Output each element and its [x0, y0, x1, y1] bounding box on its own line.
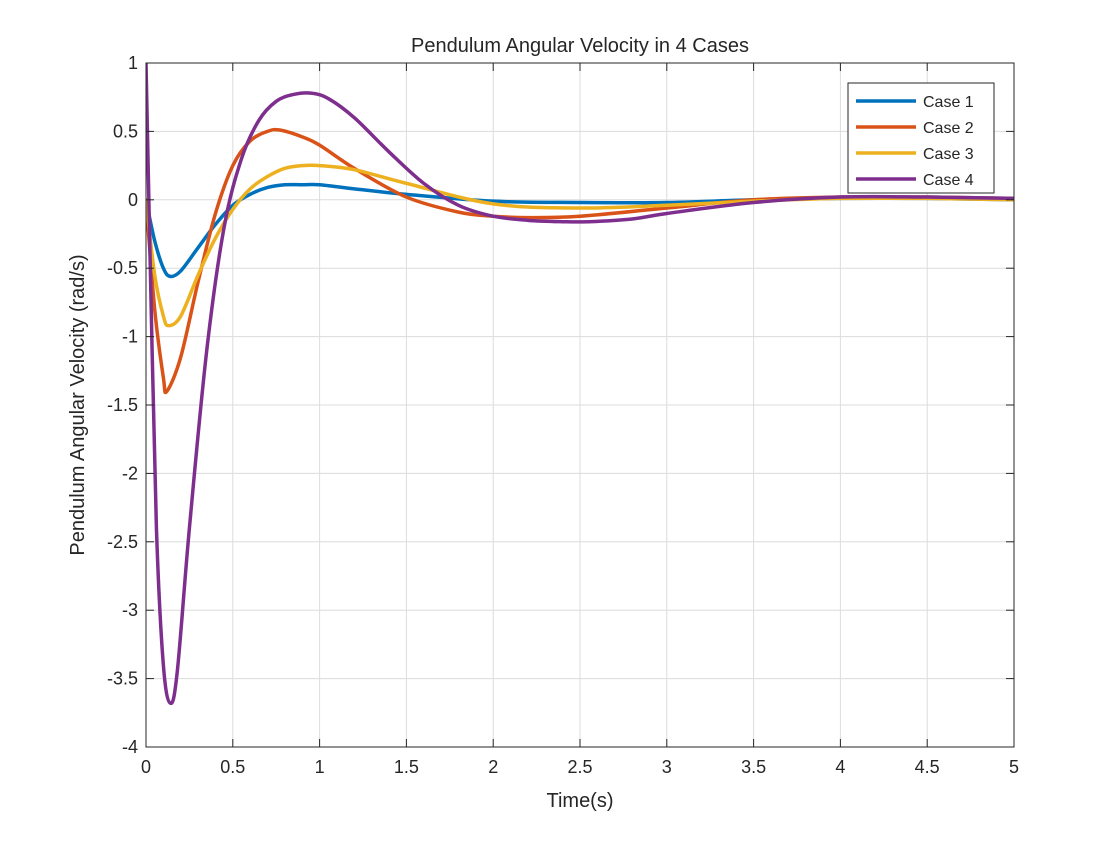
legend-label: Case 2 — [923, 120, 974, 137]
y-tick-label: -3 — [122, 600, 138, 620]
legend-item-case-1: Case 1 — [856, 94, 974, 111]
y-axis: -4 -3.5 -3 -2.5 -2 -1.5 -1 -0.5 0 0.5 1 — [107, 53, 1014, 757]
legend-item-case-3: Case 3 — [856, 146, 974, 163]
y-tick-label: -1 — [122, 327, 138, 347]
x-tick-label: 1.5 — [394, 757, 419, 777]
series-line-case-4 — [146, 63, 1014, 706]
x-tick-label: 4 — [835, 757, 845, 777]
x-tick-label: 4.5 — [915, 757, 940, 777]
y-tick-label: -0.5 — [107, 258, 138, 278]
y-tick-label: -1.5 — [107, 395, 138, 415]
legend-label: Case 4 — [923, 172, 974, 189]
y-tick-label: -2.5 — [107, 532, 138, 552]
y-tick-label: -3.5 — [107, 669, 138, 689]
x-tick-label: 2 — [488, 757, 498, 777]
x-tick-label: 3.5 — [741, 757, 766, 777]
y-axis-title: Pendulum Angular Velocity (rad/s) — [67, 254, 89, 555]
y-tick-label: -2 — [122, 463, 138, 483]
series-lines — [146, 63, 1014, 706]
legend-label: Case 3 — [923, 146, 974, 163]
y-tick-label: 1 — [128, 53, 138, 73]
legend-item-case-2: Case 2 — [856, 120, 974, 137]
x-tick-label: 2.5 — [567, 757, 592, 777]
legend: Case 1 Case 2 Case 3 Case 4 — [847, 82, 995, 194]
x-axis: 0 0.5 1 1.5 2 2.5 3 3.5 4 4.5 5 — [141, 63, 1019, 777]
x-tick-label: 1 — [315, 757, 325, 777]
y-tick-label: 0.5 — [113, 121, 138, 141]
y-tick-label: -4 — [122, 737, 138, 757]
x-tick-label: 3 — [662, 757, 672, 777]
x-tick-label: 0 — [141, 757, 151, 777]
x-tick-label: 0.5 — [220, 757, 245, 777]
legend-label: Case 1 — [923, 94, 974, 111]
x-axis-title: Time(s) — [546, 790, 613, 812]
legend-item-case-4: Case 4 — [856, 172, 974, 189]
chart-title: Pendulum Angular Velocity in 4 Cases — [411, 35, 749, 57]
y-tick-label: 0 — [128, 190, 138, 210]
x-tick-label: 5 — [1009, 757, 1019, 777]
